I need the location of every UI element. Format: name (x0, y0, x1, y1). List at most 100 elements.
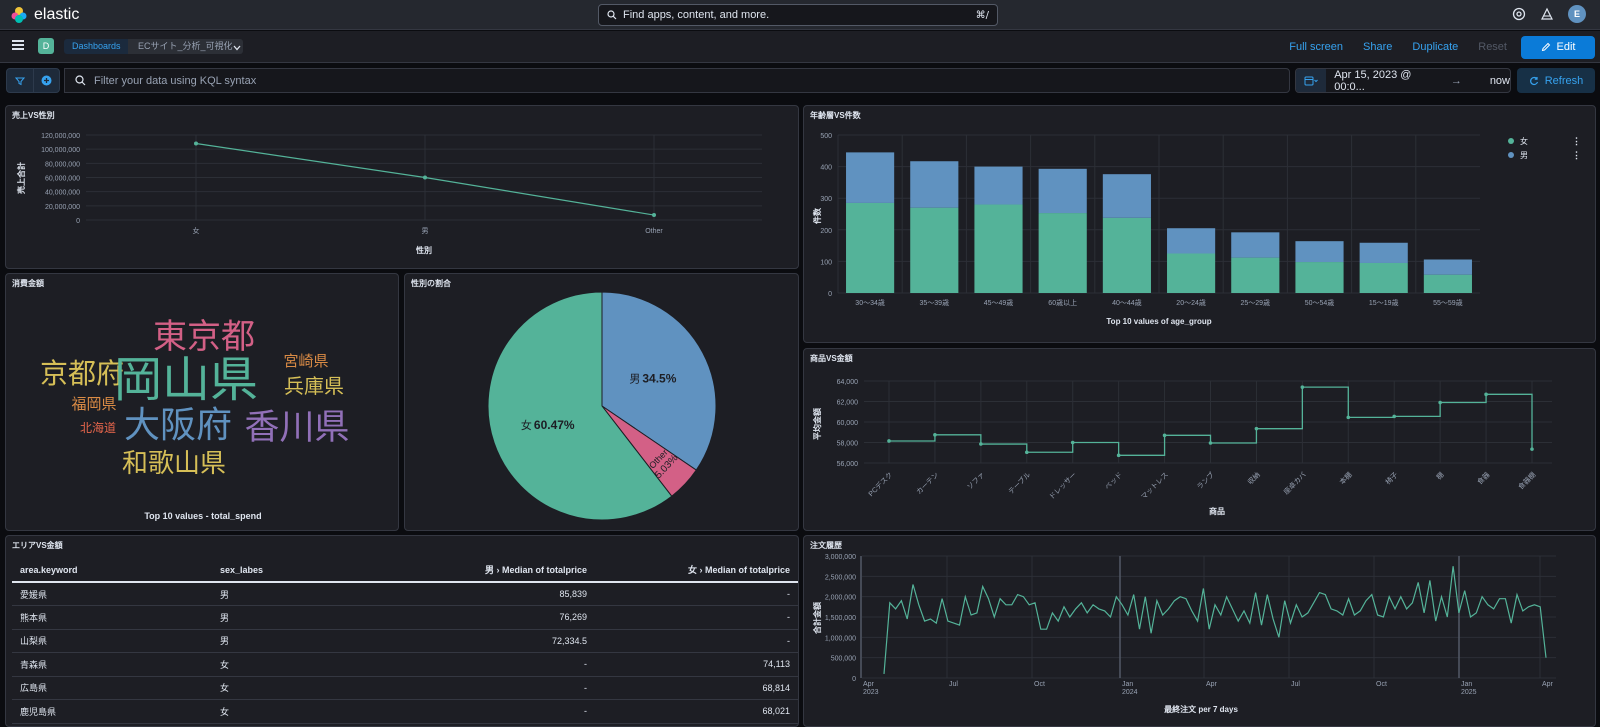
slice-label: 女 (521, 418, 532, 432)
y-tick-label: 40,000,000 (45, 190, 80, 197)
space-avatar[interactable]: D (38, 38, 54, 54)
quick-menu-button[interactable] (1296, 69, 1327, 92)
table-cell: - (595, 605, 798, 630)
bar-segment (1102, 174, 1151, 218)
date-start[interactable]: Apr 15, 2023 @ 00:0... (1334, 68, 1412, 93)
reset-button[interactable]: Reset (1478, 41, 1507, 53)
panel-sales-gender: 売上VS性別 0 20,000,000 40,000,000 60,000,000 80… (5, 105, 799, 269)
table-row: 鹿児島県女 -68,021 (12, 699, 798, 724)
user-avatar[interactable]: E (1568, 5, 1586, 23)
table-cell: 愛媛県 (12, 582, 212, 606)
y-tick-label: 0 (76, 218, 80, 225)
pie-slice (487, 291, 673, 521)
bar-segment (1102, 217, 1151, 293)
data-point (194, 141, 198, 146)
table-cell: 鹿児島県 (12, 699, 212, 724)
plus-circle-icon (41, 75, 52, 86)
panel-title: 年齢層VS件数 (810, 111, 861, 120)
tag-word: 兵庫県 (284, 375, 344, 398)
table-header-row: area.keyword sex_labes 男 › Median of tot… (12, 558, 798, 583)
breadcrumb-dashboards[interactable]: Dashboards (64, 39, 129, 54)
data-point (1024, 450, 1029, 455)
x-tick-label: 30～34歳 (855, 298, 885, 307)
global-search-input[interactable]: Find apps, content, and more. ⌘/ (598, 4, 998, 26)
news-feed-icon[interactable] (1540, 7, 1554, 21)
x-tick-label: 35～39歳 (920, 298, 950, 307)
table-cell: 76,269 (392, 605, 595, 630)
x-tick-label: 60歳以上 (1048, 298, 1077, 307)
x-axis-title: 最終注文 per 7 days (1164, 704, 1238, 714)
x-tick-label: 食器棚 (1516, 470, 1537, 491)
y-tick-label: 58,000 (837, 441, 859, 448)
x-tick-label: Jan (1122, 681, 1133, 688)
table-cell: 女 (212, 699, 392, 724)
bar-segment (1295, 241, 1344, 263)
data-point (1162, 433, 1167, 438)
table-cell: 85,839 (392, 582, 595, 606)
column-header[interactable]: sex_labes (212, 558, 392, 583)
duplicate-button[interactable]: Duplicate (1412, 41, 1459, 53)
x-tick-label: 女 (193, 226, 200, 235)
date-end[interactable]: now (1489, 74, 1510, 87)
column-header[interactable]: 女 › Median of totalprice (595, 558, 798, 583)
elastic-logo[interactable]: elastic (10, 6, 79, 24)
table-row: 青森県女 -74,113 (12, 652, 798, 677)
bar-segment (846, 152, 895, 203)
tag-word: 岡山県 (114, 354, 258, 407)
column-header[interactable]: area.keyword (12, 558, 212, 583)
table-cell: 青森県 (12, 652, 212, 677)
x-tick-label: 椅子 (1383, 470, 1399, 486)
add-filter-button[interactable] (32, 69, 60, 92)
y-tick-label: 300 (820, 196, 832, 203)
tag-word: 北海道 (80, 420, 116, 435)
breadcrumb-current: ECサイト_分析_可視化 (128, 39, 243, 54)
refresh-label: Refresh (1544, 74, 1584, 87)
y-tick-label: 56,000 (837, 461, 859, 468)
panel-order-history: 注文履歴 0 500,000 1,000,000 1,500,000 2,000,000… (803, 535, 1596, 727)
help-icon[interactable] (1512, 7, 1526, 21)
table-cell: 広島県 (12, 676, 212, 700)
arrow-right-icon: → (1450, 74, 1462, 87)
y-tick-label: 2,500,000 (825, 574, 856, 581)
x-tick-year: 2025 (1461, 689, 1477, 696)
x-tick-label: マットレス (1140, 471, 1170, 501)
legend-more-icon: ⋮ (1572, 136, 1581, 146)
y-tick-label: 500 (820, 133, 832, 140)
tag-word: 京都府 (40, 358, 124, 389)
panel-title: 売上VS性別 (12, 111, 55, 120)
tag-word: 宮崎県 (283, 353, 328, 370)
x-tick-label: 収納 (1246, 470, 1262, 486)
data-point (1530, 447, 1534, 451)
refresh-button[interactable]: Refresh (1517, 68, 1595, 93)
filter-menu-button[interactable] (7, 69, 33, 92)
edit-button[interactable]: Edit (1521, 35, 1595, 59)
kql-query-input[interactable]: Filter your data using KQL syntax (64, 68, 1290, 93)
data-point (887, 439, 891, 443)
table-cell: 男 (212, 582, 392, 606)
legend-swatch (1508, 138, 1514, 144)
y-axis-title: 平均金額 (812, 408, 822, 440)
logo-text: elastic (34, 6, 80, 23)
product-amount-step-chart: 56,000 58,000 60,000 62,000 64,000 PCデスク カーテン ソ… (812, 379, 1552, 516)
search-shortcut: ⌘/ (975, 9, 989, 21)
refresh-icon (1529, 76, 1538, 85)
full-screen-button[interactable]: Full screen (1289, 41, 1344, 53)
menu-icon[interactable] (12, 40, 24, 50)
table-cell: - (392, 652, 595, 677)
x-tick-label: 本棚 (1337, 470, 1353, 486)
y-tick-label: 60,000 (837, 420, 859, 427)
chevron-down-icon[interactable] (232, 43, 242, 53)
y-tick-label: 0 (852, 676, 856, 683)
tag-word: 和歌山県 (122, 448, 226, 478)
data-point (1484, 392, 1488, 397)
date-picker[interactable]: Apr 15, 2023 @ 00:0... → now (1295, 68, 1511, 93)
y-axis-title: 件数 (812, 207, 822, 224)
bar-segment (846, 202, 895, 293)
x-tick-label: PCデスク (866, 470, 894, 498)
share-button[interactable]: Share (1363, 41, 1393, 53)
x-tick-label: 棚 (1434, 470, 1445, 481)
tag-word: 東京都 (153, 318, 255, 356)
x-tick-label: テーブル (1006, 470, 1032, 496)
search-placeholder: Find apps, content, and more. (623, 9, 770, 21)
column-header[interactable]: 男 › Median of totalprice (392, 558, 595, 583)
